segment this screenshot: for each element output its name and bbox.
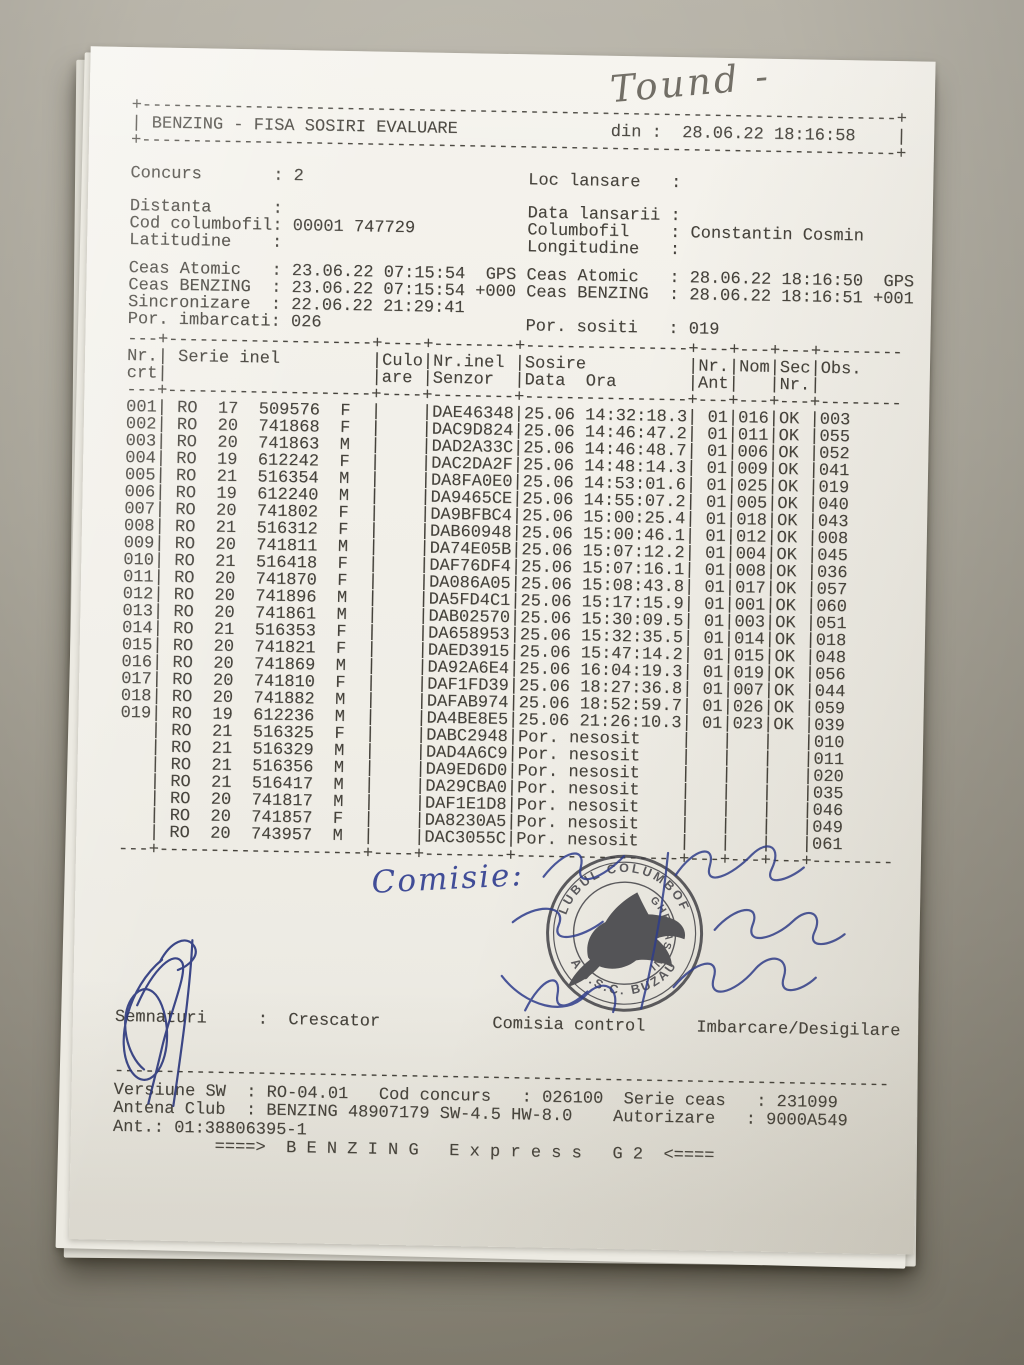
document-content: +---------------------------------------… [111,47,922,1254]
info-block-clocks: Ceas Atomic : 23.06.22 07:15:54 GPS Ceas… [128,259,915,342]
info-block-concurs: Concurs : 2 Loc lansare : [130,164,682,194]
footer-block: Versiune SW : RO-04.01 Cod concurs : 026… [112,1081,848,1169]
signatures-labels-line: Semnaturi : Crescator Comisia control Im… [114,1007,901,1042]
info-block-location: Distanta : Data lansarii : Cod columbofi… [129,197,864,262]
arrivals-table: ---+--------------------+----+--------+-… [118,330,903,873]
header-box: +---------------------------------------… [131,96,907,164]
table-rows: 001| RO 17 509576 F | |DAE46348|25.06 14… [118,398,901,855]
signatures-block: Semnaturi : Crescator Comisia control Im… [114,1007,901,1042]
info-line-concurs: Concurs : 2 Loc lansare : [130,164,682,194]
document-paper: +---------------------------------------… [68,46,936,1255]
